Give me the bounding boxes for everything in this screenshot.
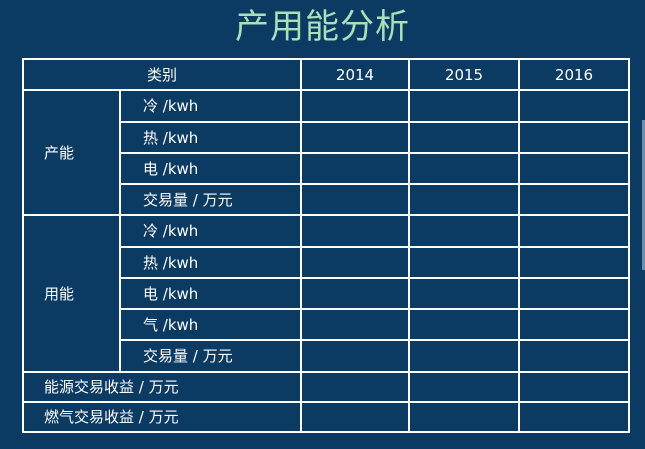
value-cell[interactable]	[518, 307, 631, 342]
analysis-table: 类别 2014 2015 2016 产能 冷 /kwh 热 /kwh 电 /kw…	[21, 57, 631, 434]
row-label: 交易量 / 万元	[118, 339, 303, 373]
value-cell[interactable]	[518, 182, 631, 217]
value-cell[interactable]	[300, 245, 411, 279]
value-cell[interactable]	[518, 339, 631, 373]
summary-label-energy-trade: 能源交易收益 / 万元	[21, 370, 303, 403]
value-cell[interactable]	[300, 276, 411, 311]
value-cell[interactable]	[408, 120, 521, 154]
value-cell[interactable]	[408, 339, 521, 373]
row-label: 热 /kwh	[118, 120, 303, 154]
value-cell[interactable]	[300, 151, 411, 186]
table-row: 交易量 / 万元	[23, 339, 631, 373]
row-label: 电 /kwh	[118, 151, 303, 186]
header-row: 类别 2014 2015 2016	[21, 57, 631, 92]
value-cell[interactable]	[408, 307, 521, 342]
value-cell[interactable]	[518, 89, 631, 123]
value-cell[interactable]	[518, 370, 631, 403]
value-cell[interactable]	[518, 120, 631, 154]
value-cell[interactable]	[300, 89, 411, 123]
scrollbar-edge	[642, 120, 645, 270]
value-cell[interactable]	[408, 370, 521, 403]
value-cell[interactable]	[300, 370, 411, 403]
header-category: 类别	[21, 57, 303, 92]
table-row: 电 /kwh	[23, 151, 631, 186]
value-cell[interactable]	[408, 89, 521, 123]
table-row: 用能 冷 /kwh	[22, 214, 631, 373]
value-cell[interactable]	[518, 214, 631, 248]
value-cell[interactable]	[518, 400, 631, 434]
value-cell[interactable]	[408, 214, 521, 248]
value-cell[interactable]	[300, 339, 411, 373]
header-year-2015: 2015	[408, 57, 521, 92]
value-cell[interactable]	[408, 245, 521, 279]
table-row: 交易量 / 万元	[23, 182, 631, 217]
table-row: 产能 冷 /kwh	[22, 89, 631, 217]
row-label: 热 /kwh	[118, 245, 303, 279]
row-label: 交易量 / 万元	[118, 182, 303, 217]
value-cell[interactable]	[300, 307, 411, 342]
group-label-consumption: 用能	[22, 214, 121, 373]
table-row: 气 /kwh	[23, 307, 631, 342]
value-cell[interactable]	[408, 400, 521, 434]
row-label: 电 /kwh	[118, 276, 303, 311]
value-cell[interactable]	[518, 151, 631, 186]
row-label: 冷 /kwh	[118, 89, 303, 123]
table-row: 燃气交易收益 / 万元	[21, 400, 631, 434]
value-cell[interactable]	[408, 182, 521, 217]
table-row: 电 /kwh	[23, 276, 631, 311]
value-cell[interactable]	[518, 245, 631, 279]
table-row: 热 /kwh	[23, 120, 631, 154]
value-cell[interactable]	[300, 182, 411, 217]
value-cell[interactable]	[518, 276, 631, 311]
group-label-production: 产能	[22, 89, 121, 217]
page-title: 产用能分析	[235, 7, 410, 47]
value-cell[interactable]	[408, 276, 521, 311]
row-label: 冷 /kwh	[118, 214, 303, 248]
value-cell[interactable]	[300, 214, 411, 248]
header-year-2014: 2014	[300, 57, 411, 92]
row-label: 气 /kwh	[118, 307, 303, 342]
value-cell[interactable]	[408, 151, 521, 186]
value-cell[interactable]	[300, 400, 411, 434]
header-year-2016: 2016	[518, 57, 631, 92]
table-row: 能源交易收益 / 万元	[21, 370, 631, 403]
table-row: 热 /kwh	[23, 245, 631, 279]
summary-label-gas-trade: 燃气交易收益 / 万元	[21, 400, 303, 434]
value-cell[interactable]	[300, 120, 411, 154]
